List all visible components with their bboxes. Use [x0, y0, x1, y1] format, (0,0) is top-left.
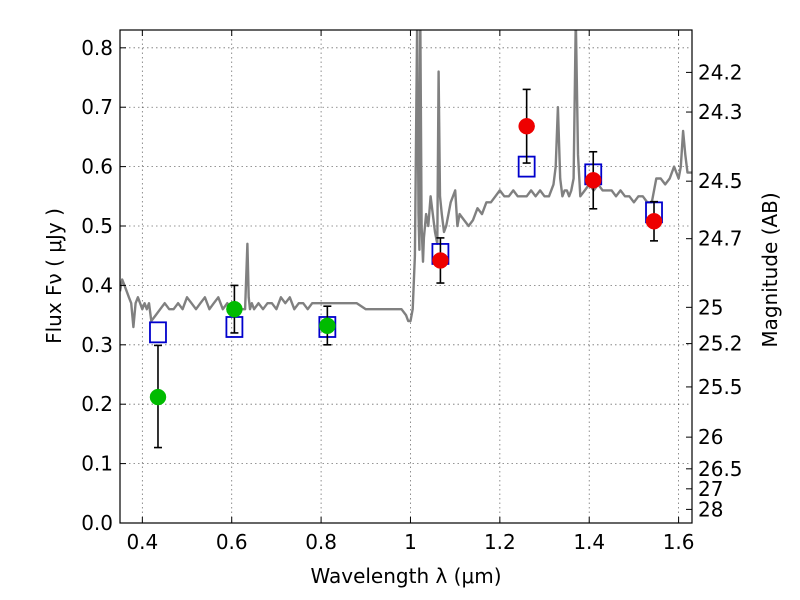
x-tick-label: 1.6	[663, 530, 695, 554]
y2-tick-label: 24.7	[698, 227, 743, 251]
x-tick-labels: 0.4 0.6 0.8 1 1.2 1.4 1.6	[126, 530, 694, 554]
red-data-point	[645, 213, 663, 230]
red-data-point	[518, 117, 535, 135]
y-tick-labels: 0.0 0.1 0.2 0.3 0.4 0.5 0.6 0.7 0.8	[81, 36, 113, 535]
model-square-marker	[149, 321, 167, 344]
y-tick-label: 0.2	[81, 392, 113, 416]
ticks	[120, 30, 692, 524]
y-tick-label: 0.7	[81, 95, 113, 119]
grid	[120, 30, 692, 524]
marker-layer	[149, 88, 663, 449]
y-tick-label: 0.6	[81, 155, 113, 179]
y-tick-label: 0.8	[81, 36, 113, 60]
x-tick-label: 1.4	[573, 530, 605, 554]
y2-tick-label: 26.5	[698, 457, 743, 481]
y-tick-label: 0.1	[81, 452, 113, 476]
y2-tick-label: 25.2	[698, 332, 743, 356]
green-data-point	[319, 317, 336, 335]
red-data-point	[584, 172, 602, 189]
x-tick-label: 1	[404, 530, 417, 554]
red-data-point	[432, 252, 449, 269]
y2-axis-title: Magnitude (AB)	[758, 192, 782, 347]
y-tick-label: 0.4	[81, 273, 113, 297]
y-tick-label: 0.5	[81, 214, 113, 238]
y-tick-label: 0.0	[81, 511, 113, 535]
y2-tick-label: 25.5	[698, 375, 743, 399]
y2-tick-label: 27	[698, 477, 723, 501]
green-data-point	[226, 300, 243, 318]
x-axis-title: Wavelength λ (μm)	[310, 564, 501, 588]
y2-tick-label: 24.5	[698, 169, 743, 193]
x-tick-label: 1.2	[484, 530, 516, 554]
y2-tick-label: 24.3	[698, 100, 743, 124]
x-tick-label: 0.4	[126, 530, 158, 554]
spectrum-layer	[120, 30, 692, 329]
spectrum-line	[120, 30, 692, 329]
y2-tick-label: 26	[698, 425, 723, 449]
y2-tick-label: 28	[698, 497, 723, 521]
x-tick-label: 0.8	[305, 530, 337, 554]
y-axis-title: Flux Fν ( μJy )	[42, 208, 66, 344]
y2-tick-label: 24.2	[698, 60, 743, 84]
x-tick-label: 0.6	[216, 530, 248, 554]
y-tick-label: 0.3	[81, 333, 113, 357]
y2-tick-label: 25	[698, 295, 723, 319]
plot-frame	[119, 29, 693, 524]
green-data-point	[149, 388, 167, 406]
